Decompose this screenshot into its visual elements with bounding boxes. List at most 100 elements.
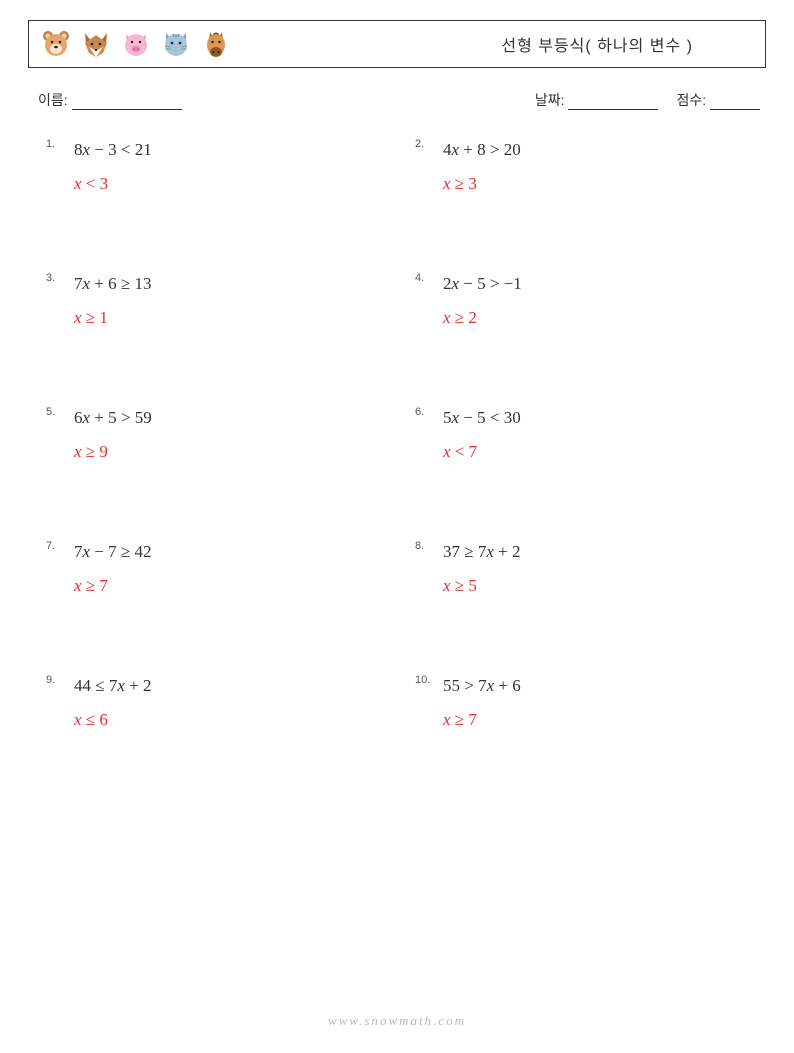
problem: 5.6x + 5 > 59x ≥ 9	[38, 408, 387, 462]
question-coeff: 7	[74, 274, 83, 293]
answer-rest: ≥ 5	[451, 576, 477, 595]
problem-answer: x ≥ 1	[74, 308, 387, 328]
answer-rest: ≥ 9	[82, 442, 108, 461]
problem-question: 8x − 3 < 21	[74, 140, 387, 160]
problem-number: 6.	[415, 406, 424, 418]
problem-answer: x ≥ 3	[443, 174, 756, 194]
answer-rest: < 7	[451, 442, 478, 461]
variable-x: x	[74, 576, 82, 595]
problem: 3.7x + 6 ≥ 13x ≥ 1	[38, 274, 387, 328]
problem: 10.55 > 7x + 6x ≥ 7	[407, 676, 756, 730]
question-coeff: 7	[74, 542, 83, 561]
problem-question: 55 > 7x + 6	[443, 676, 756, 696]
problem: 1.8x − 3 < 21x < 3	[38, 140, 387, 194]
info-row: 이름: 날짜: 점수:	[28, 90, 766, 110]
problem-question: 37 ≥ 7x + 2	[443, 542, 756, 562]
horse-icon	[201, 29, 231, 59]
question-rest: − 5 < 30	[459, 408, 521, 427]
variable-x: x	[74, 174, 82, 193]
problem-number: 7.	[46, 540, 55, 552]
question-rest: + 6 ≥ 13	[90, 274, 151, 293]
variable-x: x	[452, 140, 460, 159]
problem-question: 7x − 7 ≥ 42	[74, 542, 387, 562]
variable-x: x	[452, 274, 460, 293]
question-coeff: 37 ≥ 7	[443, 542, 486, 561]
problem-answer: x < 7	[443, 442, 756, 462]
variable-x: x	[443, 576, 451, 595]
answer-rest: ≥ 7	[82, 576, 108, 595]
bear-icon	[41, 29, 71, 59]
question-coeff: 4	[443, 140, 452, 159]
variable-x: x	[83, 542, 91, 561]
worksheet-title: 선형 부등식( 하나의 변수 )	[501, 32, 753, 56]
problem: 6.5x − 5 < 30x < 7	[407, 408, 756, 462]
variable-x: x	[443, 308, 451, 327]
score-field: 점수:	[676, 90, 760, 110]
animal-icons-row	[41, 29, 231, 59]
variable-x: x	[487, 676, 495, 695]
variable-x: x	[452, 408, 460, 427]
footer-watermark: www.snowmath.com	[0, 1013, 794, 1029]
problem-number: 2.	[415, 138, 424, 150]
problem-question: 6x + 5 > 59	[74, 408, 387, 428]
question-rest: + 6	[494, 676, 521, 695]
problem-answer: x ≤ 6	[74, 710, 387, 730]
score-label: 점수:	[676, 92, 706, 108]
question-rest: + 5 > 59	[90, 408, 152, 427]
variable-x: x	[74, 308, 82, 327]
problem-answer: x < 3	[74, 174, 387, 194]
problem-question: 44 ≤ 7x + 2	[74, 676, 387, 696]
name-blank[interactable]	[72, 96, 182, 110]
problem: 8.37 ≥ 7x + 2x ≥ 5	[407, 542, 756, 596]
question-coeff: 8	[74, 140, 83, 159]
fox-icon	[81, 29, 111, 59]
problem: 4.2x − 5 > −1x ≥ 2	[407, 274, 756, 328]
name-label: 이름:	[38, 92, 68, 108]
question-rest: − 5 > −1	[459, 274, 522, 293]
problem-number: 4.	[415, 272, 424, 284]
problem-answer: x ≥ 9	[74, 442, 387, 462]
variable-x: x	[443, 710, 451, 729]
problem-number: 5.	[46, 406, 55, 418]
question-rest: − 3 < 21	[90, 140, 152, 159]
variable-x: x	[443, 174, 451, 193]
problem-number: 1.	[46, 138, 55, 150]
variable-x: x	[83, 408, 91, 427]
variable-x: x	[74, 442, 82, 461]
problems-grid: 1.8x − 3 < 21x < 32.4x + 8 > 20x ≥ 33.7x…	[28, 140, 766, 730]
variable-x: x	[83, 274, 91, 293]
name-field: 이름:	[38, 90, 182, 110]
problem-question: 7x + 6 ≥ 13	[74, 274, 387, 294]
header-box: 선형 부등식( 하나의 변수 )	[28, 20, 766, 68]
variable-x: x	[486, 542, 494, 561]
date-blank[interactable]	[568, 96, 658, 110]
question-rest: − 7 ≥ 42	[90, 542, 151, 561]
answer-rest: < 3	[82, 174, 109, 193]
variable-x: x	[117, 676, 125, 695]
variable-x: x	[83, 140, 91, 159]
question-rest: + 8 > 20	[459, 140, 521, 159]
problem-number: 8.	[415, 540, 424, 552]
date-field: 날짜:	[535, 90, 659, 110]
problem-answer: x ≥ 2	[443, 308, 756, 328]
problem-number: 3.	[46, 272, 55, 284]
question-coeff: 44 ≤ 7	[74, 676, 117, 695]
question-coeff: 55 > 7	[443, 676, 487, 695]
problem-answer: x ≥ 5	[443, 576, 756, 596]
question-coeff: 2	[443, 274, 452, 293]
answer-rest: ≥ 7	[451, 710, 477, 729]
problem-question: 4x + 8 > 20	[443, 140, 756, 160]
problem-answer: x ≥ 7	[443, 710, 756, 730]
answer-rest: ≥ 2	[451, 308, 477, 327]
question-coeff: 5	[443, 408, 452, 427]
problem-number: 10.	[415, 674, 430, 686]
answer-rest: ≥ 1	[82, 308, 108, 327]
problem: 9.44 ≤ 7x + 2x ≤ 6	[38, 676, 387, 730]
score-blank[interactable]	[710, 96, 760, 110]
variable-x: x	[443, 442, 451, 461]
cat-icon	[161, 29, 191, 59]
variable-x: x	[74, 710, 82, 729]
problem-question: 2x − 5 > −1	[443, 274, 756, 294]
question-rest: + 2	[125, 676, 152, 695]
worksheet-page: 선형 부등식( 하나의 변수 ) 이름: 날짜: 점수: 1.8x − 3 < …	[0, 0, 794, 730]
